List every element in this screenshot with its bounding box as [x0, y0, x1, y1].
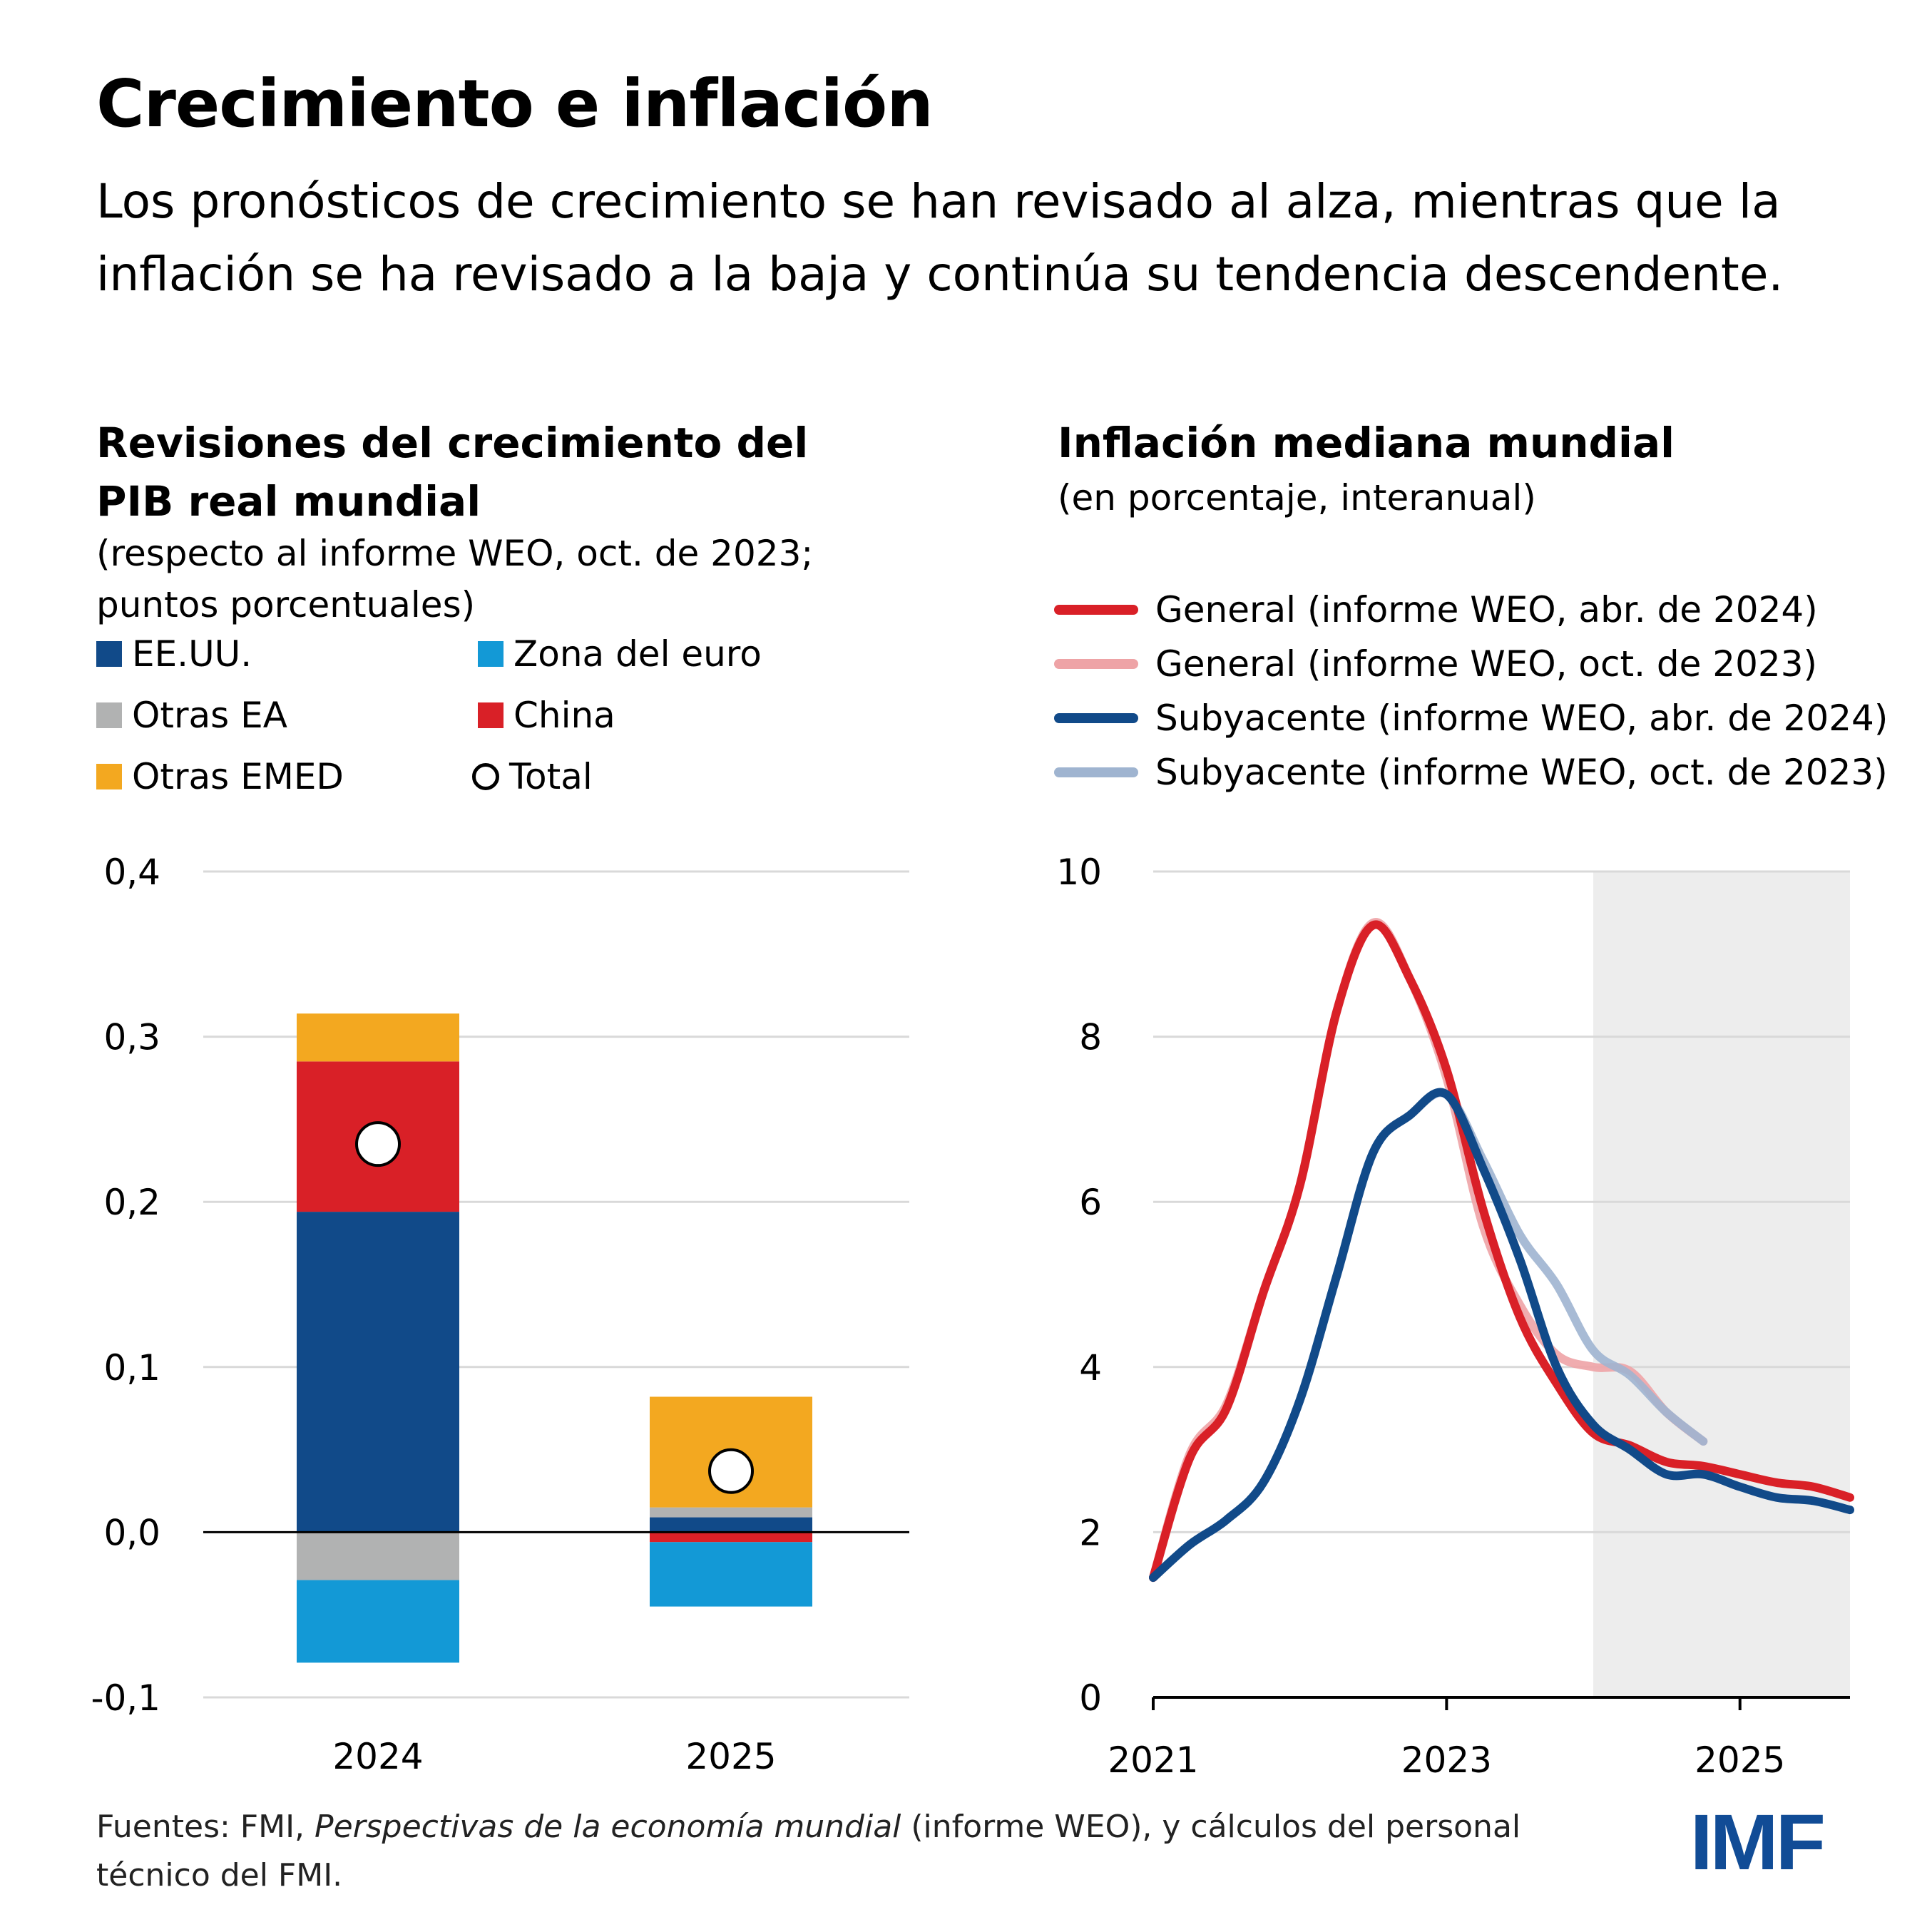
bar-segment-otras-ea	[297, 1532, 459, 1580]
y-tick-label: 4	[1079, 1347, 1102, 1389]
legend-label: Subyacente (informe WEO, oct. de 2023)	[1155, 752, 1888, 793]
legend-label: Total	[509, 756, 593, 797]
bar-segment-zona-del-euro	[297, 1580, 459, 1663]
y-tick-label: 0,3	[103, 1017, 160, 1058]
legend-swatch-zona-euro	[478, 641, 504, 667]
legend-label: EE.UU.	[132, 633, 252, 675]
x-tick-label: 2023	[1401, 1739, 1492, 1781]
legend-item-china: China	[478, 695, 615, 736]
legend-label: General (informe WEO, oct. de 2023)	[1155, 643, 1818, 685]
legend-label: Otras EMED	[132, 756, 344, 797]
x-tick-label: 2021	[1108, 1739, 1198, 1781]
total-marker	[708, 1448, 754, 1494]
legend-swatch-china	[478, 702, 504, 728]
legend-item-zona-euro: Zona del euro	[478, 633, 762, 675]
bar-segment-otras-emed	[297, 1013, 459, 1062]
legend-item-otras-ea: Otras EA	[96, 695, 287, 736]
imf-logo: IMF	[1690, 1799, 1826, 1886]
series-line-subyacente-informe-weo-abr-de-2024-	[1149, 1088, 1854, 1583]
legend-item-subyacente-abr-2024: Subyacente (informe WEO, abr. de 2024)	[1054, 697, 1888, 739]
total-marker	[355, 1121, 401, 1167]
legend-label: Otras EA	[132, 695, 287, 736]
bar-segment-china	[650, 1532, 812, 1543]
legend-label: Subyacente (informe WEO, abr. de 2024)	[1155, 697, 1888, 739]
y-tick-label: 6	[1079, 1182, 1102, 1223]
bar-segment-zona-del-euro	[650, 1542, 812, 1607]
legend-swatch-otras-emed	[96, 764, 122, 789]
bar-segment-otras-ea	[650, 1507, 812, 1518]
bar-segment-ee-uu-	[297, 1212, 459, 1533]
total-circle-icon	[472, 763, 499, 790]
legend-label: General (informe WEO, abr. de 2024)	[1155, 589, 1818, 630]
x-tick-label: 2024	[332, 1736, 423, 1777]
legend-item-total: Total	[472, 756, 593, 797]
legend-line-subyacente-oct-2023	[1054, 767, 1138, 777]
legend-item-otras-emed: Otras EMED	[96, 756, 344, 797]
bar-segment-ee-uu-	[650, 1517, 812, 1533]
legend-item-general-oct-2023: General (informe WEO, oct. de 2023)	[1054, 643, 1817, 685]
legend-label: Zona del euro	[513, 633, 762, 675]
bar-chart: 0,4 0,3 0,2 0,1 0,0 -0,1 2024 2025	[91, 852, 909, 1777]
page-subtitle: Los pronósticos de crecimiento se han re…	[96, 174, 1784, 302]
y-tick-label: 0,1	[103, 1347, 160, 1389]
y-tick-label: 2	[1079, 1512, 1102, 1553]
legend-item-general-abr-2024: General (informe WEO, abr. de 2024)	[1054, 589, 1818, 630]
x-tick-label: 2025	[685, 1736, 776, 1777]
y-tick-label: 0,0	[103, 1512, 160, 1553]
forecast-shading	[1593, 872, 1850, 1697]
y-tick-label: 0	[1079, 1677, 1102, 1719]
legend-line-subyacente-abr-2024	[1054, 713, 1138, 723]
source-suffix: (informe WEO), y cálculos del personal t…	[96, 1809, 1521, 1893]
legend-swatch-otras-ea	[96, 702, 122, 728]
bar-chart-title: Revisiones del crecimiento del PIB real …	[96, 419, 809, 526]
legend-item-eeuu: EE.UU.	[96, 633, 252, 675]
x-tick-label: 2025	[1695, 1739, 1785, 1781]
source-publication: Perspectivas de la economía mundial	[315, 1809, 901, 1845]
legend-label: China	[513, 695, 615, 736]
y-tick-label: 8	[1079, 1017, 1102, 1058]
page-title: Crecimiento e inflación	[96, 66, 934, 142]
line-chart-subtitle: (en porcentaje, interanual)	[1058, 477, 1536, 518]
legend-item-subyacente-oct-2023: Subyacente (informe WEO, oct. de 2023)	[1054, 752, 1888, 793]
series-line-general-informe-weo-abr-de-2024-	[1149, 920, 1854, 1583]
y-tick-label: -0,1	[91, 1677, 160, 1719]
line-chart-title: Inflación mediana mundial	[1058, 419, 1675, 467]
source-note: Fuentes: FMI, Perspectivas de la economí…	[96, 1803, 1594, 1900]
legend-line-general-abr-2024	[1054, 605, 1138, 615]
y-tick-label: 0,4	[103, 852, 160, 893]
y-tick-label: 10	[1056, 852, 1102, 893]
legend-line-general-oct-2023	[1054, 659, 1138, 669]
legend-swatch-eeuu	[96, 641, 122, 667]
y-tick-label: 0,2	[103, 1182, 160, 1223]
bar-chart-subtitle: (respecto al informe WEO, oct. de 2023; …	[96, 533, 814, 625]
source-prefix: Fuentes: FMI,	[96, 1809, 315, 1845]
